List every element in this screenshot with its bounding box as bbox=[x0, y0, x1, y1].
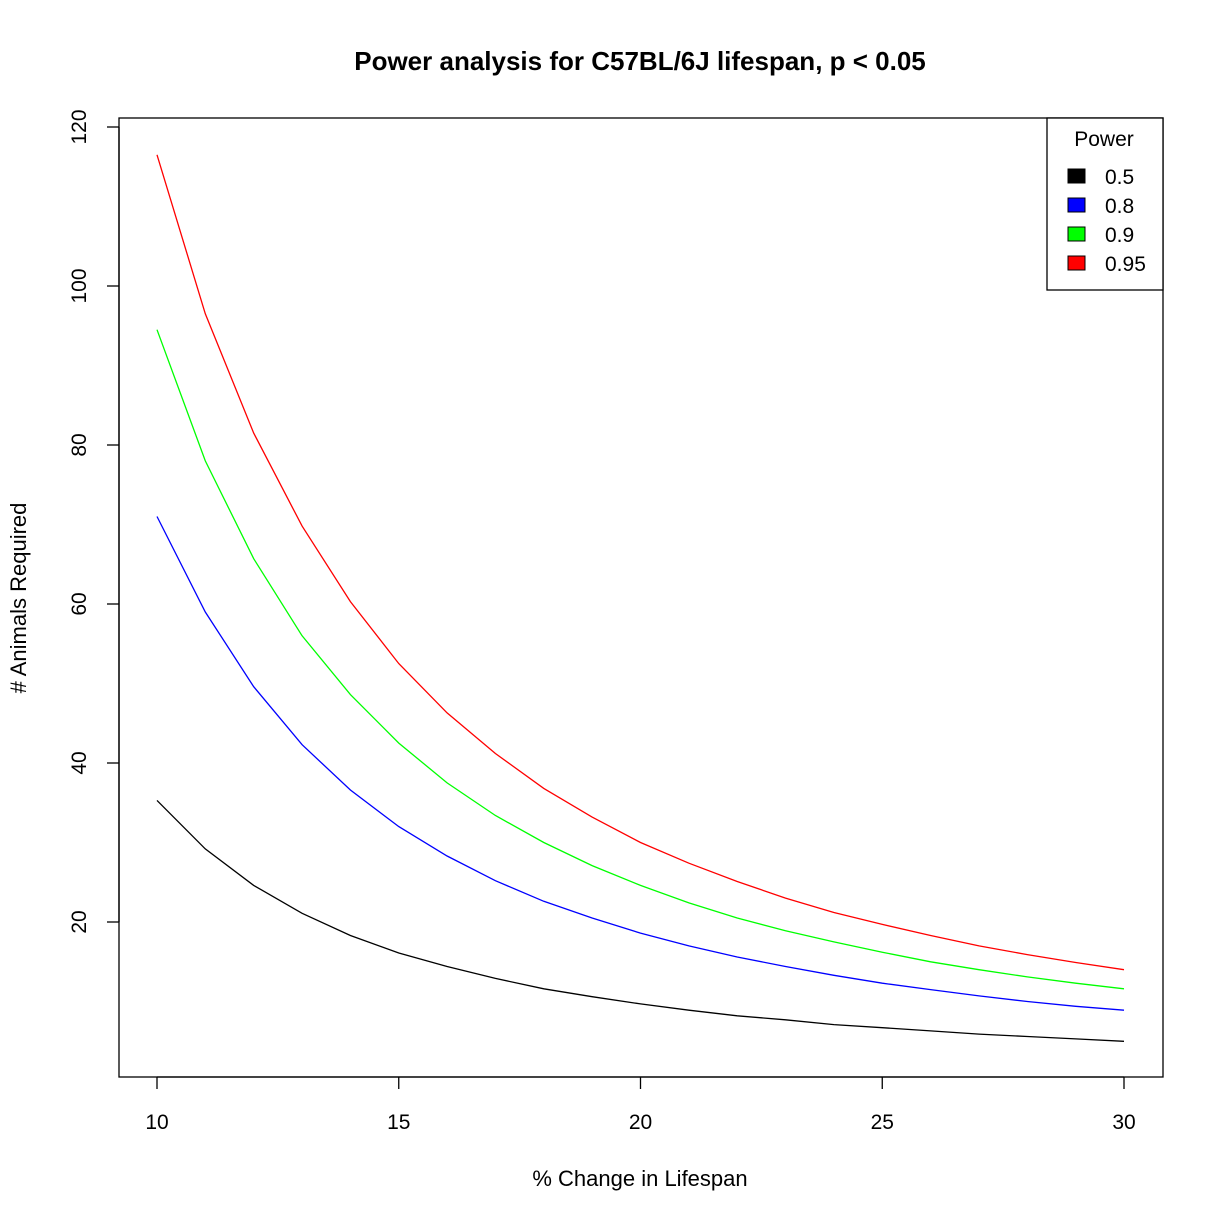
series-line-0-5 bbox=[156, 799, 1125, 1042]
series-line-0-8 bbox=[156, 516, 1125, 1011]
legend-title: Power bbox=[1074, 128, 1134, 151]
y-tick-label: 100 bbox=[68, 268, 91, 303]
legend-swatch bbox=[1067, 226, 1086, 242]
x-tick-label: 15 bbox=[387, 1111, 410, 1134]
chart-title: Power analysis for C57BL/6J lifespan, p … bbox=[354, 46, 926, 76]
legend-label: 0.5 bbox=[1105, 166, 1134, 189]
series-line-0-9 bbox=[156, 329, 1125, 990]
legend-box bbox=[1046, 117, 1164, 291]
x-axis: 10 15 20 25 30 bbox=[145, 1076, 1136, 1134]
legend-label: 0.9 bbox=[1105, 224, 1134, 247]
y-tick-label: 80 bbox=[68, 433, 91, 456]
legend-items: 0.5 0.8 0.9 0.95 bbox=[1067, 166, 1146, 276]
legend: Power 0.5 0.8 0.9 0.95 bbox=[1046, 117, 1164, 291]
legend-swatch bbox=[1067, 197, 1086, 213]
legend-label: 0.8 bbox=[1105, 195, 1134, 218]
y-tick-label: 60 bbox=[68, 592, 91, 615]
series-lines bbox=[156, 154, 1125, 1042]
x-tick-label: 20 bbox=[629, 1111, 652, 1134]
x-tick-label: 10 bbox=[145, 1111, 168, 1134]
y-tick-label: 20 bbox=[68, 910, 91, 933]
series-line-0-95 bbox=[156, 154, 1125, 971]
legend-label: 0.95 bbox=[1105, 253, 1146, 276]
y-tick-label: 40 bbox=[68, 751, 91, 774]
y-tick-label: 120 bbox=[68, 109, 91, 144]
legend-swatch bbox=[1067, 168, 1086, 184]
x-tick-label: 30 bbox=[1112, 1111, 1135, 1134]
legend-swatch bbox=[1067, 255, 1086, 271]
x-axis-label: % Change in Lifespan bbox=[532, 1166, 747, 1191]
y-axis: 20 40 60 80 100 120 bbox=[68, 109, 120, 934]
y-axis-label: # Animals Required bbox=[6, 503, 31, 694]
x-tick-label: 25 bbox=[871, 1111, 894, 1134]
